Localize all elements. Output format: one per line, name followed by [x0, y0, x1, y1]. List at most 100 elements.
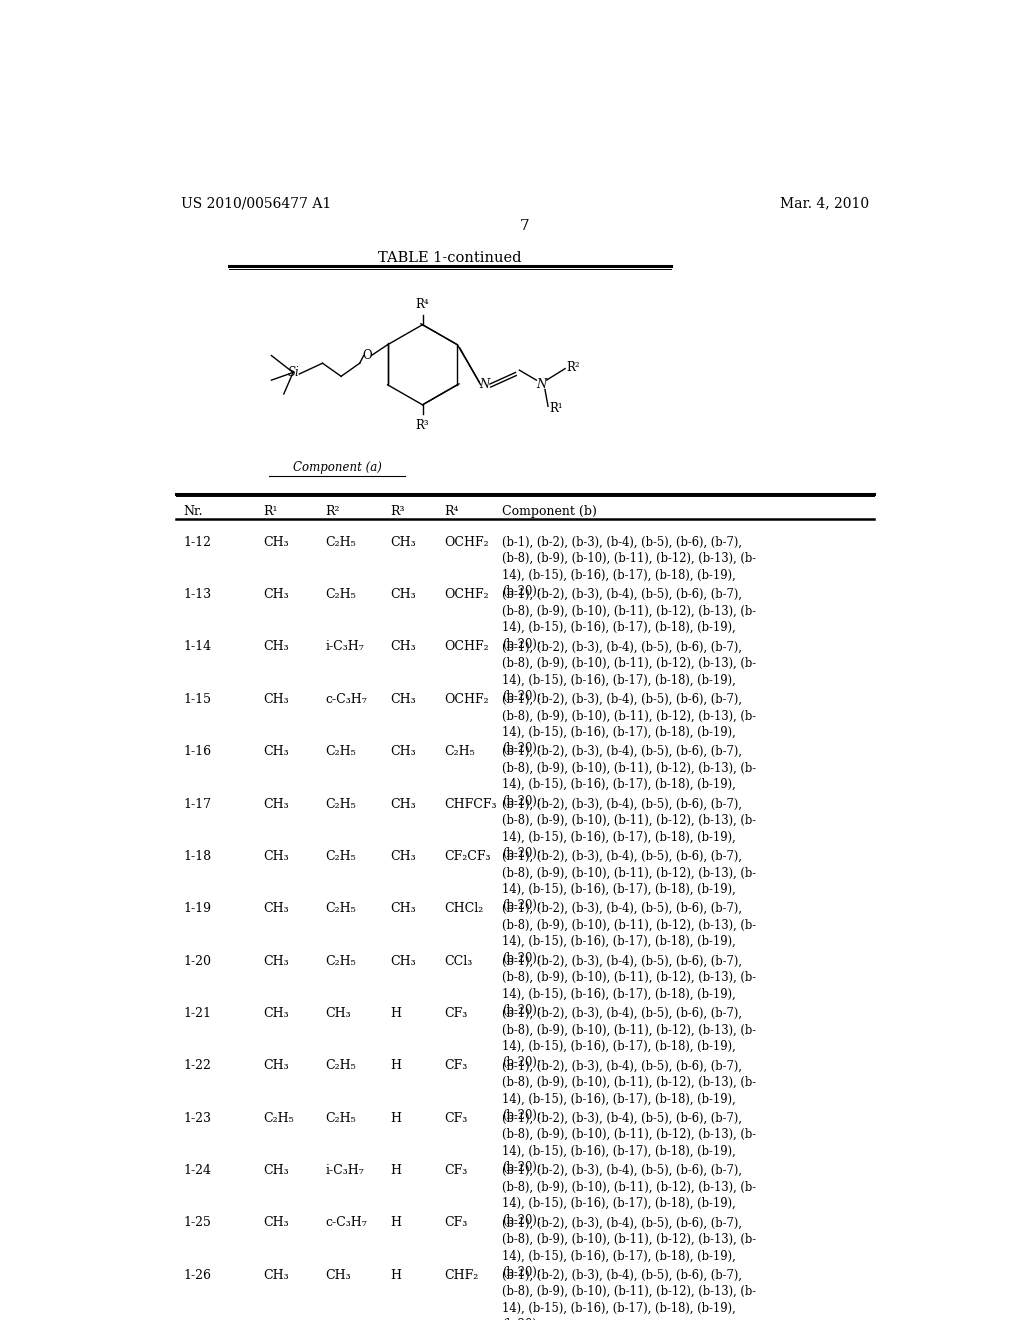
Text: H: H [390, 1216, 401, 1229]
Text: CH₃: CH₃ [263, 1164, 289, 1177]
Text: (b-1), (b-2), (b-3), (b-4), (b-5), (b-6), (b-7),
(b-8), (b-9), (b-10), (b-11), (: (b-1), (b-2), (b-3), (b-4), (b-5), (b-6)… [503, 850, 757, 912]
Text: 1-16: 1-16 [183, 744, 212, 758]
Text: CH₃: CH₃ [263, 1059, 289, 1072]
Text: 1-12: 1-12 [183, 536, 212, 549]
Text: R⁴: R⁴ [416, 298, 429, 312]
Text: 1-14: 1-14 [183, 640, 212, 653]
Text: H: H [390, 1111, 401, 1125]
Text: CF₃: CF₃ [444, 1111, 467, 1125]
Text: US 2010/0056477 A1: US 2010/0056477 A1 [180, 197, 331, 210]
Text: c-C₃H₇: c-C₃H₇ [326, 1216, 368, 1229]
Text: c-C₃H₇: c-C₃H₇ [326, 693, 368, 706]
Text: Component (a): Component (a) [293, 461, 382, 474]
Text: Nr.: Nr. [183, 506, 204, 517]
Text: O: O [362, 348, 373, 362]
Text: CHFCF₃: CHFCF₃ [444, 797, 497, 810]
Text: TABLE 1-continued: TABLE 1-continued [378, 252, 521, 265]
Text: (b-1), (b-2), (b-3), (b-4), (b-5), (b-6), (b-7),
(b-8), (b-9), (b-10), (b-11), (: (b-1), (b-2), (b-3), (b-4), (b-5), (b-6)… [503, 589, 757, 651]
Text: CH₃: CH₃ [263, 1007, 289, 1020]
Text: 1-13: 1-13 [183, 589, 212, 601]
Text: C₂H₅: C₂H₅ [326, 1111, 356, 1125]
Text: CH₃: CH₃ [263, 850, 289, 863]
Text: 1-25: 1-25 [183, 1216, 212, 1229]
Text: C₂H₅: C₂H₅ [326, 850, 356, 863]
Text: 1-15: 1-15 [183, 693, 212, 706]
Text: Mar. 4, 2010: Mar. 4, 2010 [779, 197, 869, 210]
Text: OCHF₂: OCHF₂ [444, 640, 488, 653]
Text: CH₃: CH₃ [390, 850, 416, 863]
Text: Si: Si [288, 366, 300, 379]
Text: H: H [390, 1059, 401, 1072]
Text: (b-1), (b-2), (b-3), (b-4), (b-5), (b-6), (b-7),
(b-8), (b-9), (b-10), (b-11), (: (b-1), (b-2), (b-3), (b-4), (b-5), (b-6)… [503, 1269, 757, 1320]
Text: (b-1), (b-2), (b-3), (b-4), (b-5), (b-6), (b-7),
(b-8), (b-9), (b-10), (b-11), (: (b-1), (b-2), (b-3), (b-4), (b-5), (b-6)… [503, 1216, 757, 1279]
Text: 1-26: 1-26 [183, 1269, 212, 1282]
Text: CH₃: CH₃ [263, 693, 289, 706]
Text: i-C₃H₇: i-C₃H₇ [326, 640, 365, 653]
Text: R²: R² [566, 360, 581, 374]
Text: OCHF₂: OCHF₂ [444, 693, 488, 706]
Text: CH₃: CH₃ [390, 903, 416, 915]
Text: (b-1), (b-2), (b-3), (b-4), (b-5), (b-6), (b-7),
(b-8), (b-9), (b-10), (b-11), (: (b-1), (b-2), (b-3), (b-4), (b-5), (b-6)… [503, 536, 757, 598]
Text: CF₂CF₃: CF₂CF₃ [444, 850, 490, 863]
Text: C₂H₅: C₂H₅ [326, 903, 356, 915]
Text: (b-1), (b-2), (b-3), (b-4), (b-5), (b-6), (b-7),
(b-8), (b-9), (b-10), (b-11), (: (b-1), (b-2), (b-3), (b-4), (b-5), (b-6)… [503, 1111, 757, 1175]
Text: Component (b): Component (b) [503, 506, 597, 517]
Text: (b-1), (b-2), (b-3), (b-4), (b-5), (b-6), (b-7),
(b-8), (b-9), (b-10), (b-11), (: (b-1), (b-2), (b-3), (b-4), (b-5), (b-6)… [503, 1007, 757, 1069]
Text: (b-1), (b-2), (b-3), (b-4), (b-5), (b-6), (b-7),
(b-8), (b-9), (b-10), (b-11), (: (b-1), (b-2), (b-3), (b-4), (b-5), (b-6)… [503, 1059, 757, 1122]
Text: CH₃: CH₃ [263, 903, 289, 915]
Text: CH₃: CH₃ [390, 693, 416, 706]
Text: C₂H₅: C₂H₅ [263, 1111, 294, 1125]
Text: CH₃: CH₃ [263, 744, 289, 758]
Text: R³: R³ [416, 418, 429, 432]
Text: CH₃: CH₃ [390, 744, 416, 758]
Text: 1-21: 1-21 [183, 1007, 212, 1020]
Text: C₂H₅: C₂H₅ [326, 797, 356, 810]
Text: 1-17: 1-17 [183, 797, 212, 810]
Text: R³: R³ [390, 506, 404, 517]
Text: CH₃: CH₃ [263, 589, 289, 601]
Text: C₂H₅: C₂H₅ [326, 1059, 356, 1072]
Text: CHCl₂: CHCl₂ [444, 903, 483, 915]
Text: CH₃: CH₃ [390, 954, 416, 968]
Text: R²: R² [326, 506, 340, 517]
Text: CCl₃: CCl₃ [444, 954, 472, 968]
Text: (b-1), (b-2), (b-3), (b-4), (b-5), (b-6), (b-7),
(b-8), (b-9), (b-10), (b-11), (: (b-1), (b-2), (b-3), (b-4), (b-5), (b-6)… [503, 1164, 757, 1226]
Text: CH₃: CH₃ [326, 1269, 351, 1282]
Text: N: N [537, 378, 547, 391]
Text: CH₃: CH₃ [263, 536, 289, 549]
Text: 1-20: 1-20 [183, 954, 212, 968]
Text: CH₃: CH₃ [326, 1007, 351, 1020]
Text: C₂H₅: C₂H₅ [326, 744, 356, 758]
Text: CF₃: CF₃ [444, 1059, 467, 1072]
Text: R¹: R¹ [263, 506, 279, 517]
Text: C₂H₅: C₂H₅ [326, 954, 356, 968]
Text: (b-1), (b-2), (b-3), (b-4), (b-5), (b-6), (b-7),
(b-8), (b-9), (b-10), (b-11), (: (b-1), (b-2), (b-3), (b-4), (b-5), (b-6)… [503, 640, 757, 704]
Text: R¹: R¹ [550, 403, 563, 416]
Text: CH₃: CH₃ [263, 1269, 289, 1282]
Text: 1-22: 1-22 [183, 1059, 212, 1072]
Text: H: H [390, 1007, 401, 1020]
Text: 1-18: 1-18 [183, 850, 212, 863]
Text: CH₃: CH₃ [263, 640, 289, 653]
Text: OCHF₂: OCHF₂ [444, 536, 488, 549]
Text: CH₃: CH₃ [390, 640, 416, 653]
Text: CH₃: CH₃ [263, 954, 289, 968]
Text: CH₃: CH₃ [390, 536, 416, 549]
Text: (b-1), (b-2), (b-3), (b-4), (b-5), (b-6), (b-7),
(b-8), (b-9), (b-10), (b-11), (: (b-1), (b-2), (b-3), (b-4), (b-5), (b-6)… [503, 797, 757, 861]
Text: C₂H₅: C₂H₅ [326, 536, 356, 549]
Text: C₂H₅: C₂H₅ [326, 589, 356, 601]
Text: CF₃: CF₃ [444, 1216, 467, 1229]
Text: OCHF₂: OCHF₂ [444, 589, 488, 601]
Text: C₂H₅: C₂H₅ [444, 744, 475, 758]
Text: CHF₂: CHF₂ [444, 1269, 478, 1282]
Text: (b-1), (b-2), (b-3), (b-4), (b-5), (b-6), (b-7),
(b-8), (b-9), (b-10), (b-11), (: (b-1), (b-2), (b-3), (b-4), (b-5), (b-6)… [503, 903, 757, 965]
Text: (b-1), (b-2), (b-3), (b-4), (b-5), (b-6), (b-7),
(b-8), (b-9), (b-10), (b-11), (: (b-1), (b-2), (b-3), (b-4), (b-5), (b-6)… [503, 744, 757, 808]
Text: (b-1), (b-2), (b-3), (b-4), (b-5), (b-6), (b-7),
(b-8), (b-9), (b-10), (b-11), (: (b-1), (b-2), (b-3), (b-4), (b-5), (b-6)… [503, 693, 757, 755]
Text: 7: 7 [520, 219, 529, 234]
Text: R⁴: R⁴ [444, 506, 459, 517]
Text: i-C₃H₇: i-C₃H₇ [326, 1164, 365, 1177]
Text: 1-19: 1-19 [183, 903, 212, 915]
Text: 1-24: 1-24 [183, 1164, 212, 1177]
Text: CF₃: CF₃ [444, 1164, 467, 1177]
Text: 1-23: 1-23 [183, 1111, 212, 1125]
